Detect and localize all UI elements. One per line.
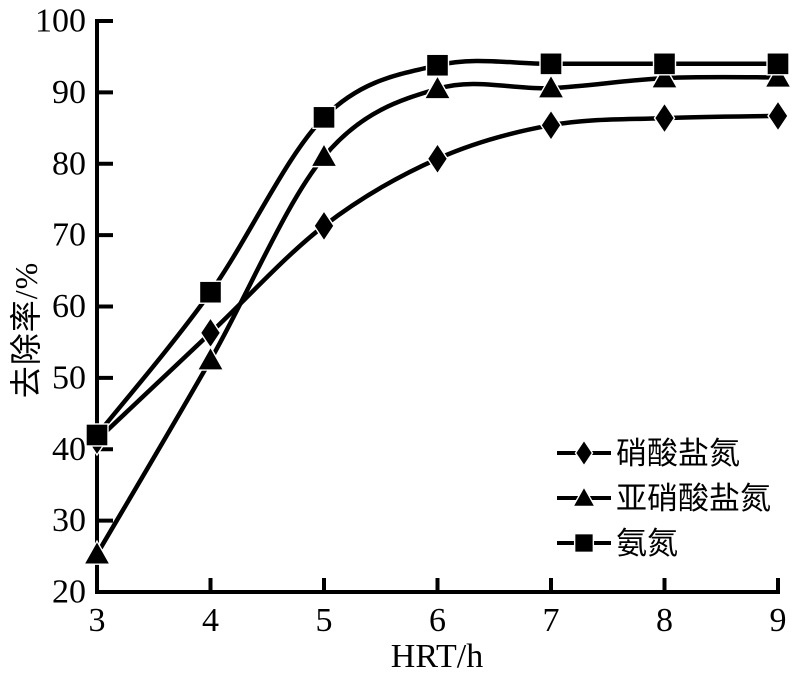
y-tick-label: 80 xyxy=(52,145,86,182)
square-marker xyxy=(652,52,677,76)
y-tick-label: 90 xyxy=(52,74,86,111)
diamond-marker xyxy=(313,209,335,243)
y-tick-label: 50 xyxy=(52,359,86,396)
x-tick-label: 3 xyxy=(89,602,106,639)
x-tick-label: 8 xyxy=(656,602,673,639)
chart-legend: 硝酸盐氮 亚硝酸盐氮 氨氮 xyxy=(556,433,771,563)
triangle-marker xyxy=(536,73,566,99)
square-marker xyxy=(198,280,223,304)
legend-item-ammonia: 氨氮 xyxy=(556,523,771,563)
x-axis-title: HRT/h xyxy=(390,638,484,675)
triangle-marker xyxy=(309,142,339,168)
square-marker xyxy=(539,52,563,76)
legend-label: 硝酸盐氮 xyxy=(616,435,740,471)
square-marker xyxy=(85,423,109,447)
triangle-marker xyxy=(650,63,679,89)
triangle-marker xyxy=(571,485,597,508)
triangle-marker xyxy=(423,74,452,100)
square-marker xyxy=(766,52,790,76)
y-tick-label: 30 xyxy=(52,502,86,539)
diamond-marker xyxy=(426,142,449,176)
diamond-marker xyxy=(540,108,562,142)
y-tick-label: 100 xyxy=(35,3,86,40)
triangle-marker xyxy=(82,539,112,565)
series-square xyxy=(85,52,790,447)
legend-label: 亚硝酸盐氮 xyxy=(616,480,771,516)
square-marker xyxy=(312,105,336,130)
x-tick-label: 6 xyxy=(429,602,446,639)
legend-item-nitrate: 硝酸盐氮 xyxy=(556,433,771,473)
triangle-marker xyxy=(196,345,225,371)
x-tick-label: 7 xyxy=(543,602,560,639)
diamond-marker-icon xyxy=(557,438,611,468)
series-triangle xyxy=(82,62,793,565)
y-tick-label: 70 xyxy=(52,217,86,254)
legend-item-nitrite: 亚硝酸盐氮 xyxy=(556,478,771,518)
y-tick-label: 20 xyxy=(52,574,86,611)
y-axis-title: 去除率/% xyxy=(8,261,44,399)
square-marker xyxy=(573,532,595,554)
triangle-marker xyxy=(763,62,793,89)
legend-label: 氨氮 xyxy=(616,525,678,561)
x-tick-label: 9 xyxy=(770,602,787,639)
series-diamond xyxy=(86,99,789,457)
triangle-marker-icon xyxy=(557,485,611,508)
y-tick-label: 60 xyxy=(52,288,86,325)
y-tick-label: 40 xyxy=(52,431,86,468)
square-marker xyxy=(425,53,450,77)
diamond-marker xyxy=(767,99,789,133)
x-tick-label: 4 xyxy=(202,602,219,639)
diamond-marker xyxy=(574,438,594,468)
x-tick-label: 5 xyxy=(316,602,333,639)
square-marker-icon xyxy=(557,532,611,554)
diamond-marker xyxy=(653,101,676,135)
